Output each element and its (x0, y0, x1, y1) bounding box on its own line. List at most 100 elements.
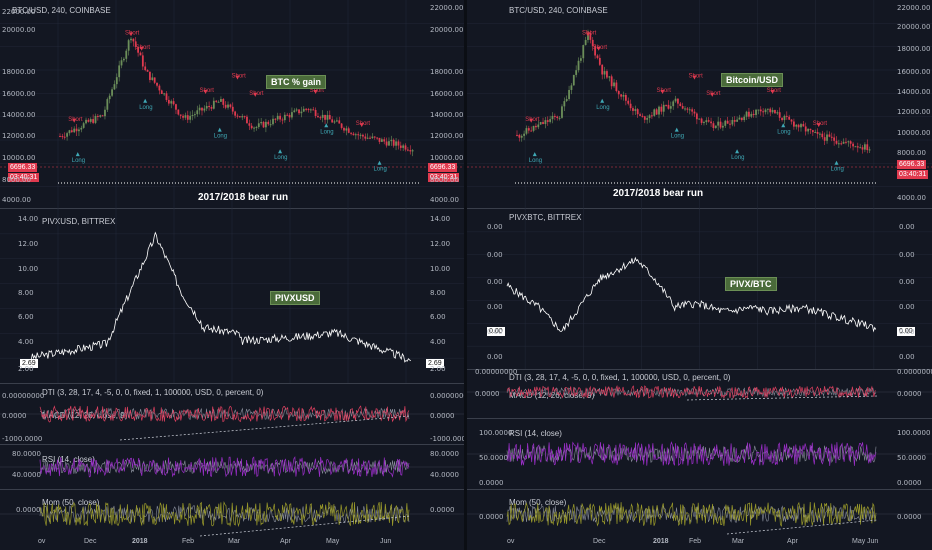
oscillator-line (506, 441, 877, 467)
candle-body (613, 82, 615, 87)
candle-body (68, 130, 71, 134)
candle-body (380, 139, 383, 142)
candle-body (288, 114, 291, 118)
btc-price-pane-2[interactable]: BTC/USD, 240, COINBASE ShortLongShortSho… (467, 0, 932, 210)
candle-body (551, 115, 554, 120)
candle-body (333, 121, 336, 123)
candle-body (516, 134, 518, 136)
time-tick-label: 2018 (653, 538, 669, 545)
time-axis-right[interactable]: ov Dec 2018 Feb Mar Apr May Jun (467, 538, 932, 550)
candle-body (627, 100, 630, 104)
candle-body (397, 141, 400, 146)
axis-tick-label: 18000.00 (2, 68, 36, 76)
macd-title-2: MACD (12, 26, close, 9) (509, 391, 595, 400)
axis-tick-label: 80.0000 (430, 450, 459, 458)
candle-body (757, 109, 760, 111)
candle-body (840, 143, 843, 145)
candle-body (293, 110, 296, 113)
oscillator-line (39, 501, 410, 528)
long-arrow-icon (735, 149, 740, 154)
btc-price-pane[interactable]: BTC/USD, 240, COINBASE ShortLongShortSho… (0, 0, 464, 210)
candle-body (134, 41, 137, 48)
rsi-line-2[interactable] (467, 419, 932, 489)
candle-body (852, 143, 854, 147)
axis-tick-label: 18000.00 (897, 45, 931, 53)
candle-body (823, 137, 826, 141)
candle-body (302, 108, 305, 112)
axis-tick-label: 0.00 (899, 251, 915, 259)
candle-body (272, 118, 274, 125)
candle-body (61, 136, 64, 138)
pivx-btc-pane[interactable]: PIVXBTC, BITTREX PIVX/BTC 0.00 0.00 0.00… (467, 209, 932, 370)
candle-body (172, 101, 175, 105)
axis-tick-label: 0.0000 (16, 506, 41, 514)
mom-pane-2[interactable]: Mom (50, close) 0.0000 0.0000 (467, 490, 932, 538)
axis-tick-label: 4000.00 (430, 196, 459, 204)
candle-body (589, 32, 592, 40)
axis-tick-label: 14.00 (18, 215, 39, 223)
axis-tick-label: 10000.00 (897, 129, 931, 137)
axis-tick-label: 4.00 (18, 338, 34, 346)
mom-line-2[interactable] (467, 490, 932, 538)
layout-divider[interactable] (464, 0, 467, 550)
axis-tick-label: 16000.00 (430, 90, 464, 98)
candle-body (343, 127, 345, 131)
candle-body (845, 141, 847, 143)
axis-tick-label: 0.0000 (475, 390, 500, 398)
axis-tick-label: 100.0000 (479, 429, 513, 437)
candle-body (660, 106, 663, 112)
candle-body (298, 109, 300, 114)
candle-body (634, 109, 637, 111)
long-arrow-icon (278, 149, 283, 154)
dti-macd-pane[interactable]: DTI (3, 28, 17, 4, -5, 0, 0, fixed, 1, 1… (0, 384, 472, 445)
axis-tick-label: 14000.00 (430, 111, 464, 119)
axis-tick-label: 2.00 (18, 365, 34, 373)
axis-tick-label: 12.00 (18, 240, 39, 248)
pivx-btc-line[interactable] (467, 209, 932, 369)
rsi-pane-2[interactable]: RSI (14, close) 100.0000 50.0000 0.0000 100… (467, 419, 932, 490)
mom-line[interactable] (0, 490, 464, 538)
candle-body (591, 39, 594, 47)
btc-pane-title-2: BTC/USD, 240, COINBASE (509, 6, 608, 15)
macd-lines-2[interactable] (467, 370, 932, 418)
pivx-btc-price-right: 0.00 (897, 327, 915, 336)
short-arrow-icon (660, 90, 665, 94)
mom-pane[interactable]: Mom (50, close) 0.0000 0.0000 (0, 490, 464, 538)
btc-gain-badge: BTC % gain (266, 75, 327, 89)
candle-body (265, 121, 267, 128)
axis-tick-label: 0.00000000 (2, 392, 45, 400)
candle-body (163, 93, 166, 95)
time-tick-label: ov (38, 538, 46, 545)
candle-body (385, 141, 388, 146)
candle-body (582, 45, 585, 59)
candle-body (224, 104, 227, 108)
candle-body (101, 115, 104, 117)
candle-body (376, 137, 379, 139)
btc-candles-2[interactable]: ShortLongShortShortLongShortLongShortSho… (467, 0, 932, 210)
candle-body (281, 119, 284, 121)
short-arrow-icon (596, 46, 601, 51)
btc-candles[interactable]: ShortLongShortShortLongShortLongShortSho… (0, 0, 464, 210)
candle-body (286, 114, 289, 116)
macd-lines[interactable] (0, 384, 464, 444)
pivx-usd-pane[interactable]: PIVXUSD, BITTREX PIVXUSD 2.69 2.69 14.00… (0, 209, 464, 384)
candle-body (231, 106, 234, 112)
rsi-line[interactable] (0, 445, 464, 489)
candle-body (807, 128, 809, 132)
candle-body (778, 112, 781, 118)
time-axis-left[interactable]: ov Dec 2018 Feb Mar Apr May Jun (0, 538, 464, 550)
candle-body (319, 117, 322, 119)
bear-run-note: 2017/2018 bear run (198, 192, 289, 203)
candle-body (217, 101, 220, 103)
candle-body (160, 90, 163, 94)
dti-macd-pane-2[interactable]: DTI (3, 28, 17, 4, -5, 0, 0, fixed, 1, 1… (467, 368, 932, 419)
pivx-usd-line[interactable] (0, 209, 464, 383)
candle-body (326, 115, 329, 120)
candle-body (651, 115, 653, 117)
candle-body (324, 114, 326, 120)
candle-body (253, 127, 255, 129)
rsi-pane[interactable]: RSI (14, close) 80.0000 40.0000 80.0000 40.… (0, 445, 464, 490)
short-arrow-icon (816, 123, 821, 128)
candle-body (684, 108, 686, 110)
candle-body (681, 106, 684, 109)
